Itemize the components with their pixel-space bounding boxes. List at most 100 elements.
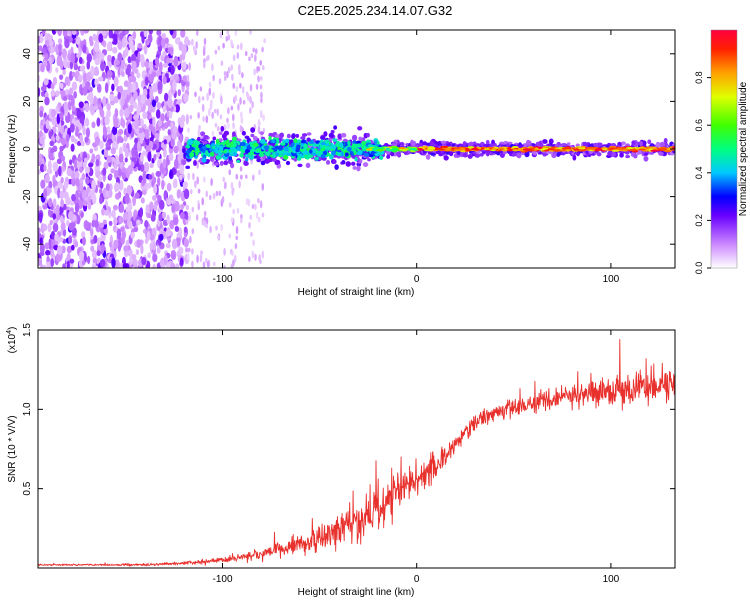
heatmap-cell bbox=[332, 159, 337, 164]
heatmap-cell bbox=[334, 164, 339, 170]
heatmap-cell bbox=[552, 148, 562, 152]
heatmap-cell bbox=[187, 247, 191, 253]
heatmap-cell bbox=[639, 140, 643, 147]
heatmap-cell bbox=[169, 64, 175, 76]
heatmap-cell bbox=[52, 198, 57, 209]
heatmap-cell bbox=[236, 159, 241, 164]
heatmap-cell bbox=[328, 132, 334, 138]
heatmap-cell bbox=[366, 132, 370, 138]
heatmap-cell bbox=[191, 143, 196, 148]
heatmap-cell bbox=[109, 93, 115, 101]
heatmap-cell bbox=[291, 146, 296, 151]
heatmap-cell bbox=[211, 63, 214, 72]
heatmap-cell bbox=[201, 197, 205, 206]
heatmap-cell bbox=[643, 155, 649, 162]
heatmap-cell bbox=[240, 174, 243, 180]
heatmap-cell bbox=[113, 117, 119, 128]
heatmap-cell bbox=[55, 105, 59, 116]
heatmap-cell bbox=[434, 140, 438, 145]
heatmap-cell bbox=[66, 168, 72, 177]
heatmap-cell bbox=[56, 213, 61, 221]
heatmap-cell bbox=[239, 97, 242, 105]
heatmap-cell bbox=[143, 44, 148, 55]
heatmap-cell bbox=[73, 91, 77, 99]
heatmap-cell bbox=[185, 204, 190, 211]
heatmap-cell bbox=[124, 147, 129, 158]
heatmap-cell bbox=[112, 204, 118, 211]
heatmap-cell bbox=[148, 174, 153, 180]
heatmap-cell bbox=[158, 233, 164, 242]
heatmap-cell bbox=[199, 254, 203, 263]
heatmap-cell bbox=[595, 148, 602, 151]
heatmap-cell bbox=[306, 137, 311, 143]
heatmap-cell bbox=[240, 116, 244, 124]
heatmap-cell bbox=[303, 145, 308, 151]
heatmap-cell bbox=[268, 149, 274, 153]
heatmap-cell bbox=[353, 144, 359, 148]
heatmap-cell bbox=[279, 132, 284, 138]
heatmap-cell bbox=[236, 207, 240, 214]
heatmap-cell bbox=[391, 150, 398, 153]
heatmap-cell bbox=[117, 241, 122, 252]
colorbar-frame bbox=[710, 29, 738, 269]
heatmap-cell bbox=[183, 92, 189, 103]
colorbar-gradient bbox=[711, 30, 737, 268]
heatmap-cell bbox=[71, 193, 77, 202]
heatmap-cell bbox=[423, 148, 432, 152]
heatmap-cell bbox=[234, 94, 238, 102]
heatmap-cell bbox=[76, 108, 82, 120]
heatmap-cell bbox=[324, 139, 330, 144]
heatmap-cell bbox=[210, 178, 213, 187]
heatmap-cell bbox=[218, 131, 223, 135]
heatmap-cell bbox=[616, 147, 623, 150]
heatmap-cell bbox=[147, 151, 152, 162]
heatmap-cell bbox=[124, 107, 130, 119]
heatmap-cell bbox=[179, 212, 185, 220]
heatmap-cell bbox=[111, 70, 116, 81]
heatmap-cell bbox=[663, 150, 672, 153]
heatmap-cell bbox=[244, 51, 248, 57]
heatmap-cell bbox=[330, 129, 335, 134]
heatmap-cell bbox=[550, 146, 556, 149]
heatmap-cell bbox=[57, 30, 63, 37]
heatmap-cell bbox=[228, 156, 233, 161]
heatmap-cell bbox=[182, 148, 186, 154]
heatmap-cell bbox=[145, 99, 151, 107]
heatmap-cell bbox=[132, 258, 138, 266]
heatmap-cell bbox=[67, 100, 72, 111]
heatmap-cell bbox=[60, 176, 64, 184]
heatmap-cell bbox=[256, 158, 262, 163]
heatmap-cell bbox=[58, 43, 62, 52]
heatmap-cell bbox=[82, 126, 86, 136]
heatmap-cell bbox=[55, 90, 60, 97]
heatmap-cell bbox=[214, 49, 218, 55]
heatmap-cell bbox=[296, 139, 302, 144]
heatmap-cell bbox=[261, 183, 265, 191]
heatmap-cell bbox=[239, 141, 246, 147]
heatmap-cell bbox=[250, 232, 253, 237]
heatmap-cell bbox=[225, 142, 232, 148]
heatmap-cell bbox=[145, 145, 151, 153]
heatmap-cell bbox=[217, 235, 220, 240]
heatmap-cell bbox=[166, 198, 172, 206]
heatmap-cell bbox=[185, 247, 189, 253]
heatmap-cell bbox=[118, 216, 124, 224]
heatmap-cell bbox=[189, 152, 195, 158]
heatmap-cell bbox=[95, 159, 100, 167]
heatmap-cell bbox=[259, 200, 263, 209]
heatmap-cell bbox=[117, 191, 122, 199]
heatmap-cell bbox=[245, 91, 249, 98]
heatmap-cell bbox=[212, 136, 217, 141]
heatmap-cell bbox=[65, 196, 71, 206]
spectrogram-ytick-label: -40 bbox=[22, 237, 33, 252]
heatmap-cell bbox=[235, 225, 239, 235]
heatmap-cell bbox=[128, 75, 134, 83]
heatmap-cell bbox=[612, 149, 620, 152]
heatmap-cell bbox=[203, 135, 209, 140]
heatmap-cell bbox=[61, 155, 66, 162]
heatmap-cell bbox=[186, 85, 189, 92]
heatmap-cell bbox=[119, 161, 124, 170]
snr-ytick-label: 1.0 bbox=[22, 402, 33, 416]
heatmap-cell bbox=[70, 244, 75, 251]
heatmap-cell bbox=[142, 123, 147, 130]
